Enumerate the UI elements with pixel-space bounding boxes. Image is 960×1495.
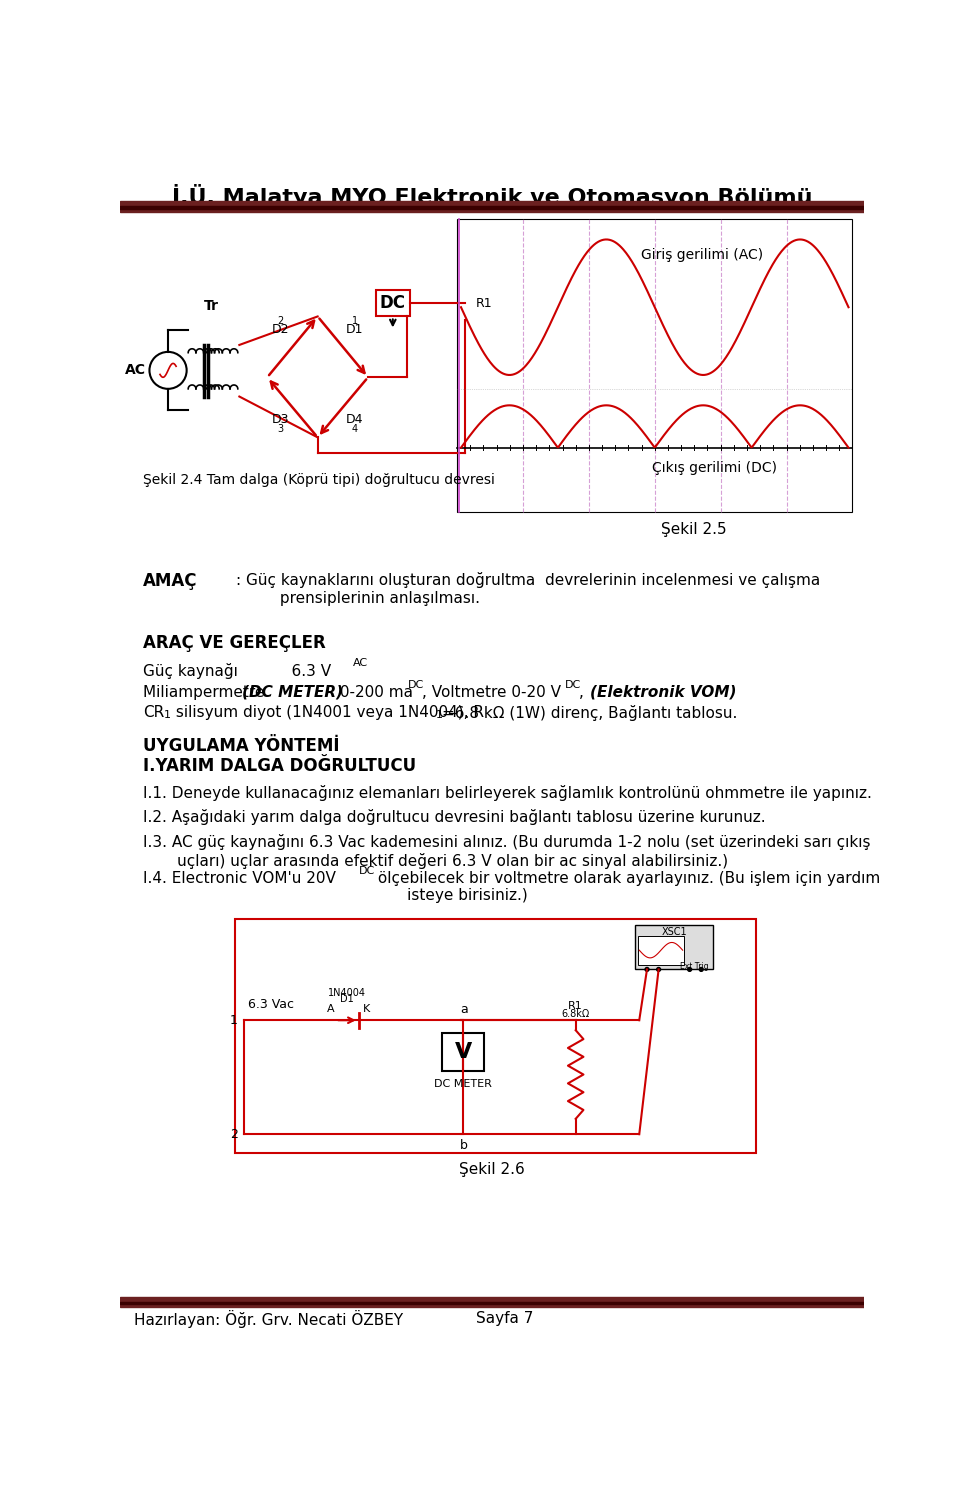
Text: XSC1: XSC1	[661, 927, 687, 937]
Text: Şekil 2.6: Şekil 2.6	[459, 1162, 525, 1177]
Text: Sayfa 7: Sayfa 7	[476, 1311, 534, 1326]
Text: DC: DC	[408, 680, 424, 689]
Text: 4: 4	[351, 425, 358, 434]
Text: Tr: Tr	[204, 299, 219, 314]
Text: (DC METER): (DC METER)	[242, 685, 343, 700]
Text: Giriş gerilimi (AC): Giriş gerilimi (AC)	[641, 248, 763, 262]
Text: K: K	[363, 1005, 370, 1015]
Text: İ.Ü. Malatya MYO Elektronik ve Otomasyon Bölümü: İ.Ü. Malatya MYO Elektronik ve Otomasyon…	[172, 184, 812, 208]
Text: DC: DC	[359, 866, 375, 876]
Bar	[120, 1296, 864, 1308]
Text: Ext Trig: Ext Trig	[680, 961, 708, 970]
Text: D1: D1	[346, 323, 364, 336]
Text: AMAÇ: AMAÇ	[143, 573, 198, 591]
Bar	[636, 925, 713, 969]
Text: V: V	[455, 1042, 472, 1061]
Circle shape	[699, 967, 703, 972]
Text: ARAÇ VE GEREÇLER: ARAÇ VE GEREÇLER	[143, 634, 326, 652]
Circle shape	[645, 967, 649, 972]
Text: Çıkış gerilimi (DC): Çıkış gerilimi (DC)	[652, 460, 777, 475]
Text: UYGULAMA YÖNTEMİ: UYGULAMA YÖNTEMİ	[143, 737, 340, 755]
Text: Güç kaynağı           6.3 V: Güç kaynağı 6.3 V	[143, 662, 331, 679]
Bar	[234, 918, 756, 1154]
Text: 1N4004: 1N4004	[328, 988, 366, 997]
Bar	[375, 290, 410, 317]
Text: 1: 1	[436, 710, 444, 721]
Text: R1: R1	[476, 298, 492, 309]
Text: I.YARIM DALGA DOĞRULTUCU: I.YARIM DALGA DOĞRULTUCU	[143, 756, 417, 774]
Text: Şekil 2.5: Şekil 2.5	[661, 522, 727, 537]
Text: (Elektronik VOM): (Elektronik VOM)	[589, 685, 736, 700]
Bar	[459, 287, 471, 320]
Text: A: A	[327, 1005, 335, 1015]
Bar	[120, 200, 864, 212]
Text: : Güç kaynaklarını oluşturan doğrultma  devrelerinin incelenmesi ve çalışma
    : : Güç kaynaklarını oluşturan doğrultma d…	[236, 573, 821, 605]
Text: b: b	[460, 1139, 468, 1153]
Text: =6.8 kΩ (1W) direnç, Bağlantı tablosu.: =6.8 kΩ (1W) direnç, Bağlantı tablosu.	[443, 706, 738, 721]
Text: D2: D2	[272, 323, 289, 336]
Text: AC: AC	[352, 658, 368, 668]
Bar	[120, 206, 864, 209]
Text: 3: 3	[277, 425, 283, 434]
Bar	[120, 1302, 864, 1304]
Text: Miliampermetre: Miliampermetre	[143, 685, 270, 700]
Text: CR: CR	[143, 706, 164, 721]
Text: Şekil 2.4 Tam dalga (Köprü tipi) doğrultucu devresi: Şekil 2.4 Tam dalga (Köprü tipi) doğrult…	[143, 472, 495, 487]
Text: ,: ,	[579, 685, 593, 700]
Text: 2: 2	[277, 315, 283, 326]
Text: 1: 1	[230, 1014, 238, 1027]
Text: a: a	[460, 1003, 468, 1017]
Text: 1: 1	[351, 315, 358, 326]
Text: DC METER: DC METER	[434, 1079, 492, 1090]
Text: I.1. Deneyde kullanacağınız elemanları belirleyerek sağlamlık kontrolünü ohmmetr: I.1. Deneyde kullanacağınız elemanları b…	[143, 785, 872, 801]
Text: D4: D4	[346, 413, 364, 426]
Bar	[457, 220, 852, 513]
Circle shape	[657, 967, 660, 972]
Text: R1: R1	[568, 1002, 583, 1012]
Circle shape	[687, 967, 691, 972]
Text: AC: AC	[125, 363, 146, 377]
Text: D3: D3	[272, 413, 289, 426]
Text: 0-200 ma: 0-200 ma	[335, 685, 414, 700]
Text: , Voltmetre 0-20 V: , Voltmetre 0-20 V	[422, 685, 562, 700]
Bar	[443, 1033, 484, 1070]
Text: DC: DC	[564, 680, 581, 689]
Text: 6.8kΩ: 6.8kΩ	[562, 1009, 589, 1020]
Text: silisyum diyot (1N4001 veya 1N4004), R: silisyum diyot (1N4001 veya 1N4004), R	[171, 706, 484, 721]
Text: D1: D1	[340, 994, 354, 1003]
Text: Hazırlayan: Öğr. Grv. Necati ÖZBEY: Hazırlayan: Öğr. Grv. Necati ÖZBEY	[134, 1310, 403, 1328]
Text: I.3. AC güç kaynağını 6.3 Vac kademesini alınız. (Bu durumda 1-2 nolu (set üzeri: I.3. AC güç kaynağını 6.3 Vac kademesini…	[143, 834, 871, 869]
Bar	[637, 936, 684, 964]
Text: I.4. Electronic VOM'u 20V: I.4. Electronic VOM'u 20V	[143, 872, 336, 887]
Text: DC: DC	[380, 293, 406, 311]
Text: ölçebilecek bir voltmetre olarak ayarlayınız. (Bu işlem için yardım
       istey: ölçebilecek bir voltmetre olarak ayarlay…	[372, 872, 880, 903]
Text: 6.3 Vac: 6.3 Vac	[248, 999, 294, 1011]
Text: 1: 1	[163, 710, 171, 721]
Text: I.2. Aşağıdaki yarım dalga doğrultucu devresini bağlantı tablosu üzerine kurunuz: I.2. Aşağıdaki yarım dalga doğrultucu de…	[143, 809, 766, 825]
Text: 2: 2	[230, 1127, 238, 1141]
